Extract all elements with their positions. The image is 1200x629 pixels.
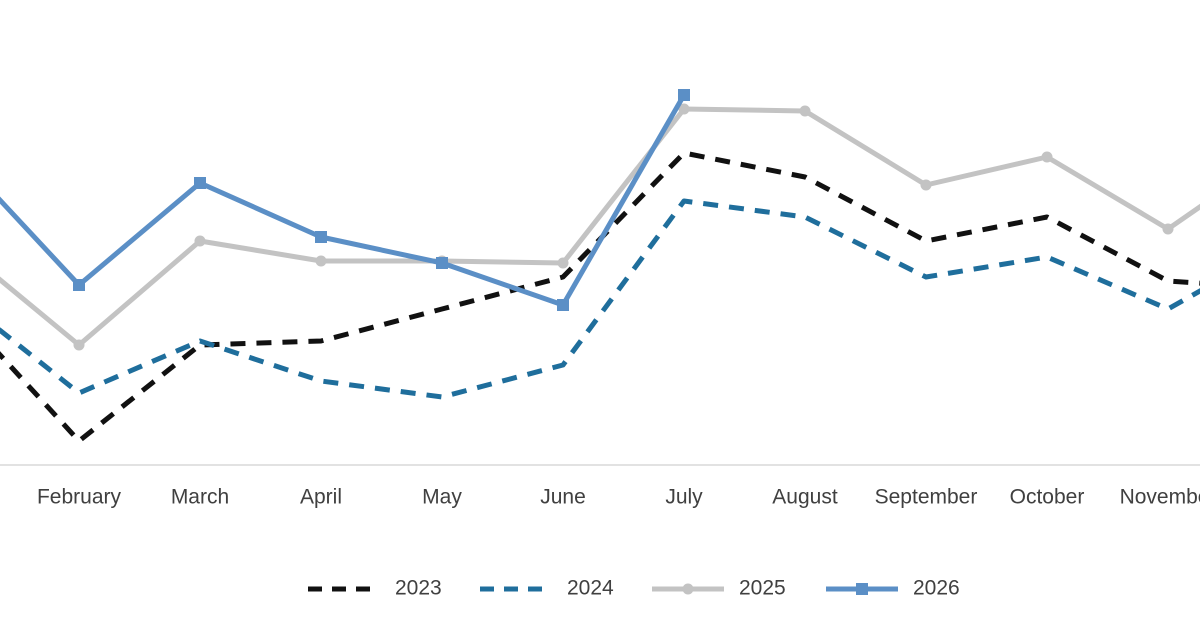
point <box>1041 151 1053 163</box>
x-tick-label: February <box>37 486 122 509</box>
point <box>557 257 569 269</box>
x-tick-label: September <box>875 486 978 509</box>
series-line <box>0 93 687 308</box>
point <box>73 279 85 291</box>
point <box>194 235 206 247</box>
x-tick-label: July <box>665 486 703 509</box>
point <box>1162 223 1174 235</box>
point <box>315 255 327 267</box>
legend-marker <box>856 583 868 595</box>
x-tick-label: March <box>171 486 229 509</box>
x-tick-label: May <box>422 486 462 509</box>
series-line <box>0 198 1200 400</box>
legend-label: 2025 <box>739 577 786 600</box>
point <box>73 339 85 351</box>
x-tick-label: August <box>772 486 838 509</box>
x-tick-label: November <box>1120 486 1200 509</box>
x-tick-label: June <box>540 486 586 509</box>
legend-marker <box>682 583 694 595</box>
point <box>799 105 811 117</box>
legend-label: 2026 <box>913 577 960 600</box>
x-tick-label: October <box>1010 486 1085 509</box>
legend-label: 2024 <box>567 577 614 600</box>
point <box>315 231 327 243</box>
point <box>920 179 932 191</box>
legend-label: 2023 <box>395 577 442 600</box>
point <box>678 89 690 101</box>
series-line <box>0 150 1200 444</box>
point <box>557 299 569 311</box>
series-line <box>0 106 1200 348</box>
point <box>678 103 690 115</box>
point <box>194 177 206 189</box>
x-tick-label: April <box>300 486 342 509</box>
point <box>436 257 448 269</box>
